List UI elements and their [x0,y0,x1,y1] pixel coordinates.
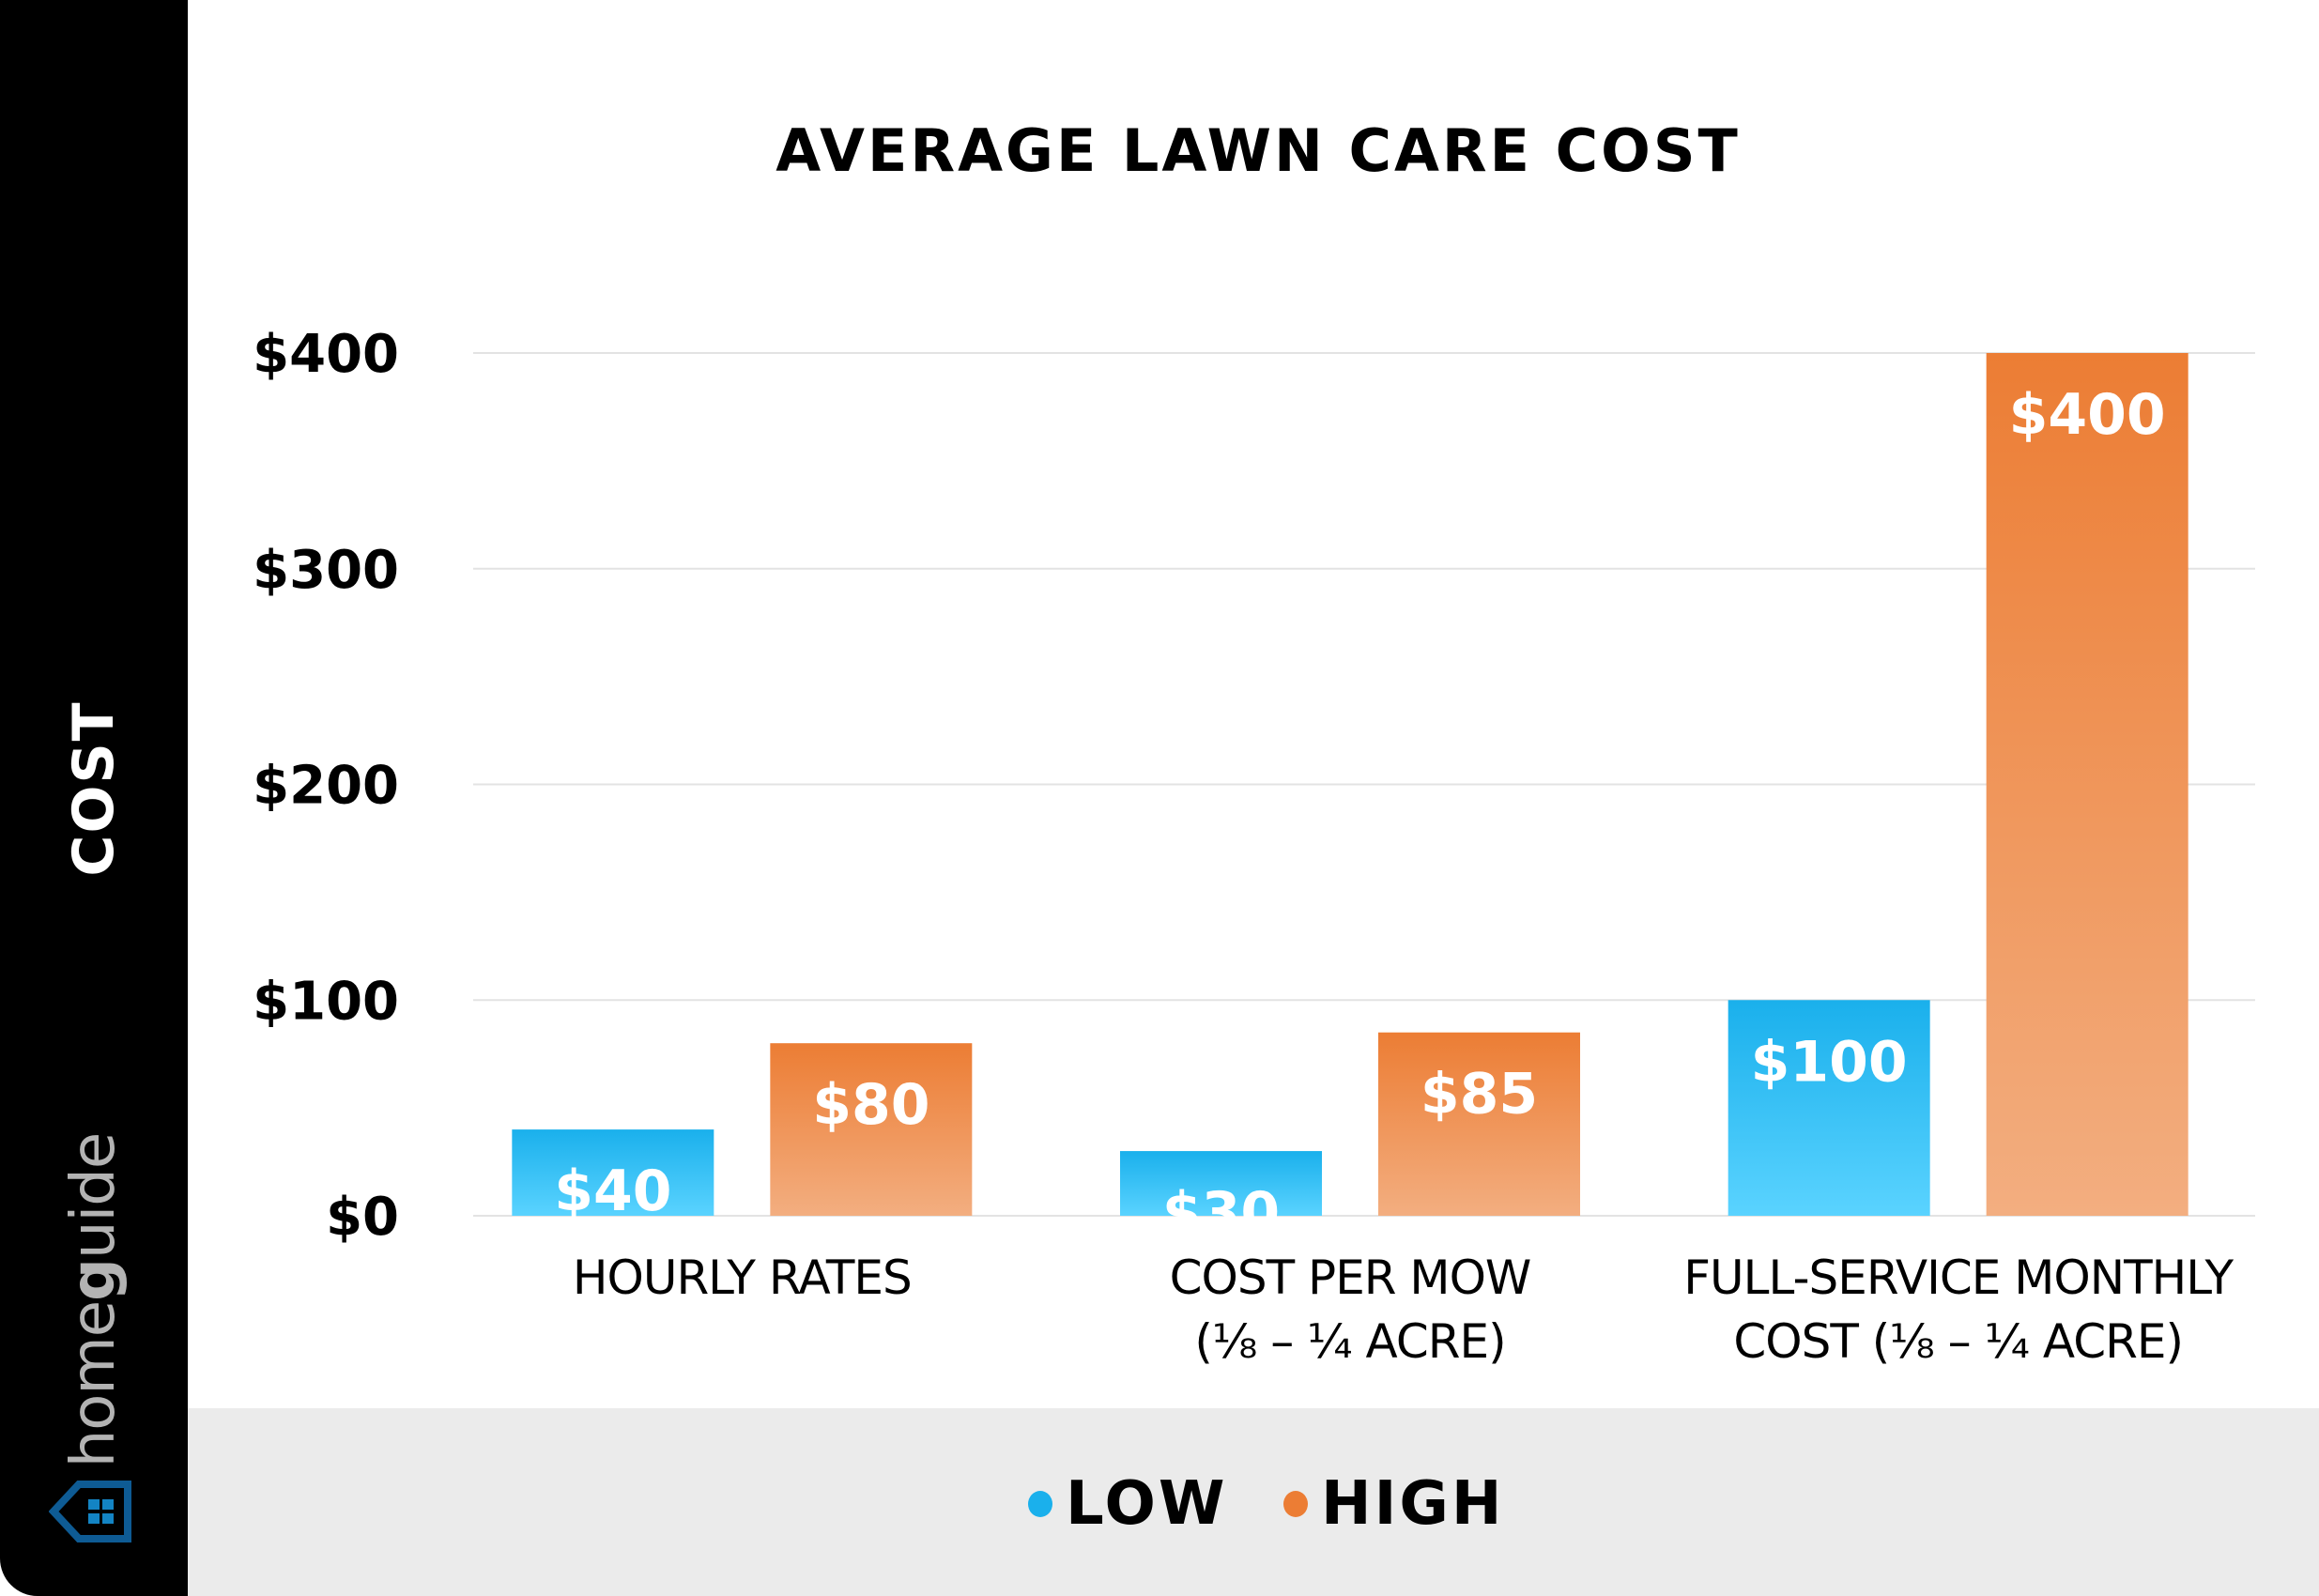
x-category-label: COST PER MOW [1170,1251,1531,1305]
bar-high [1986,353,2188,1216]
bar-low [512,1129,714,1216]
sidebar: COST homeguide [0,0,188,1596]
x-category-label: (⅛ – ¼ ACRE) [1194,1314,1505,1369]
bar-value-label: $30 [1162,1180,1280,1246]
y-tick-label: $300 [253,540,399,601]
y-tick-label: $200 [253,756,399,817]
legend-band [188,1408,2319,1596]
bar-value-label: $400 [2009,382,2166,448]
bar-value-label: $100 [1751,1029,1908,1095]
house-logo-icon [49,1481,131,1542]
y-tick-label: $0 [326,1187,399,1248]
x-category-label: HOURLY RATES [573,1251,912,1305]
legend-label-low: LOW [1066,1469,1228,1539]
legend-label-high: HIGH [1321,1469,1505,1539]
x-category-label: COST (⅛ – ¼ ACRE) [1733,1314,2183,1369]
bar-value-label: $85 [1421,1062,1538,1128]
y-tick-label: $400 [253,324,399,385]
legend-dot-low-icon [1028,1491,1052,1517]
bar-high [770,1043,973,1216]
y-tick-label: $100 [253,971,399,1032]
bar-value-label: $80 [812,1072,929,1138]
chart-title: AVERAGE LAWN CARE COST [776,116,1741,185]
legend-item-high: HIGH [1283,1469,1504,1539]
bar-low [1728,1000,1930,1216]
legend-item-low: LOW [1028,1469,1228,1539]
bar-low [1120,1151,1322,1216]
legend-dot-high-icon [1283,1491,1308,1517]
bar-value-label: $40 [554,1159,671,1224]
bar-high [1378,1032,1580,1216]
x-category-label: FULL-SERVICE MONTHLY [1683,1251,2234,1305]
